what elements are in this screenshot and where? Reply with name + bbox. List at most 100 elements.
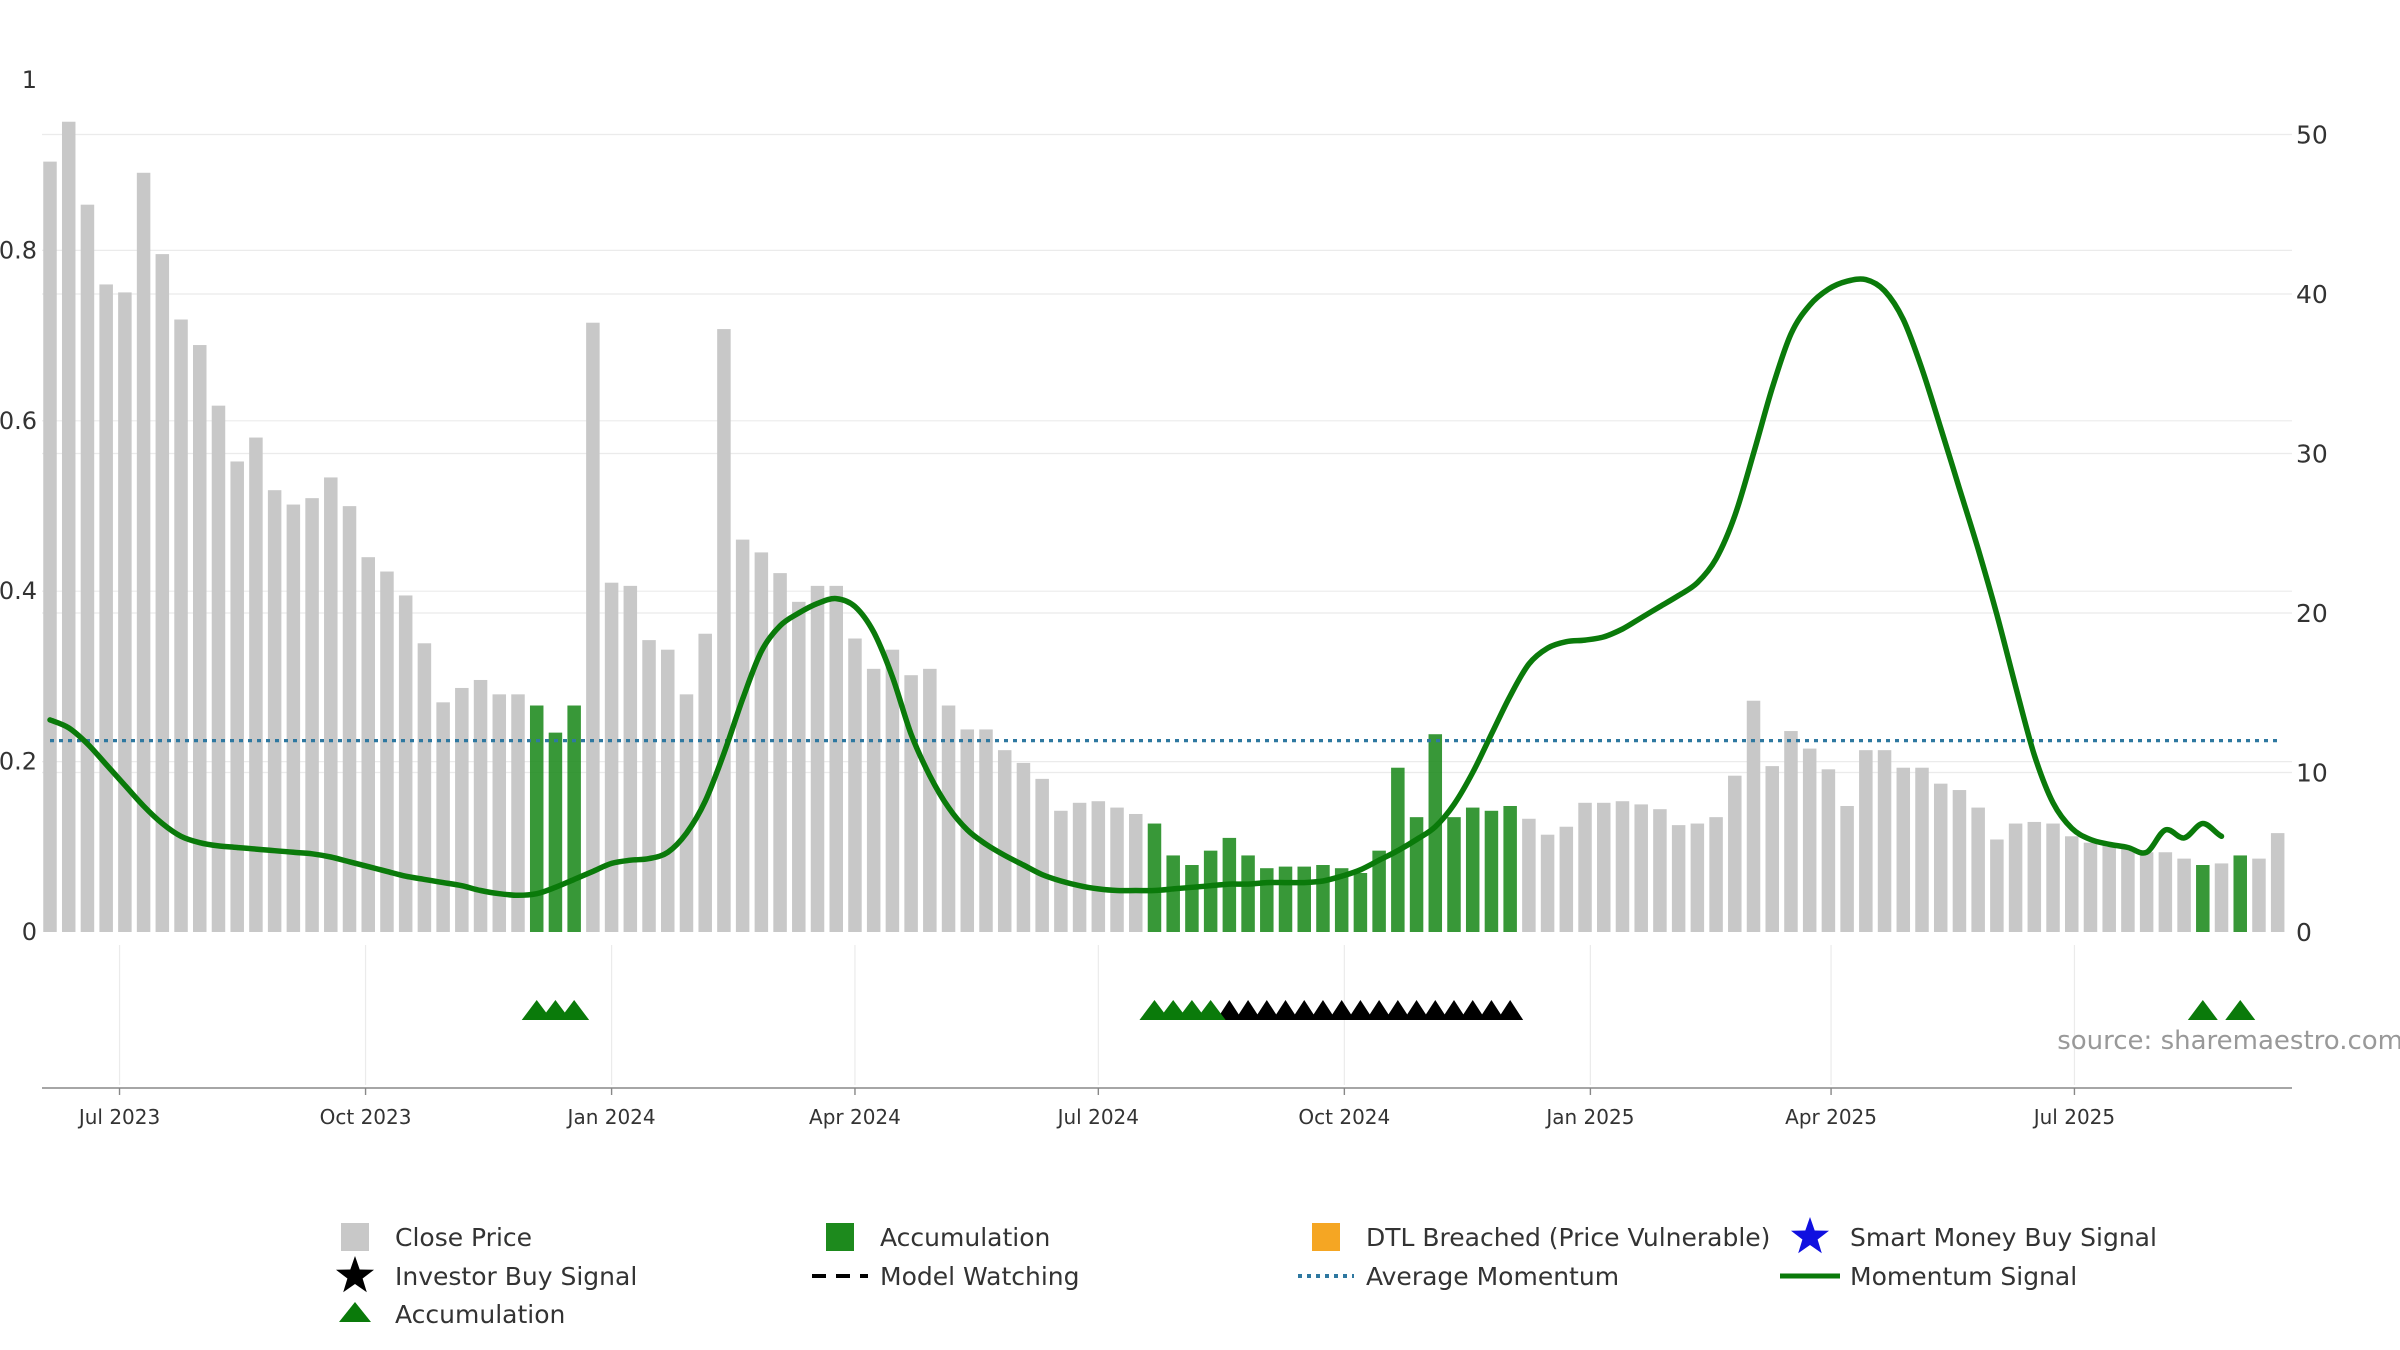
accumulation-bar: [1428, 734, 1443, 932]
close-price-bar: [324, 477, 338, 932]
close-price-bar: [1035, 778, 1049, 932]
close-price-bar: [1990, 839, 2004, 932]
legend-star-icon: [336, 1256, 374, 1293]
legend-label: Model Watching: [880, 1262, 1080, 1291]
legend-label: Momentum Signal: [1850, 1262, 2077, 1291]
investor-buy-marker: [1478, 1000, 1505, 1020]
close-price-bar: [473, 679, 488, 932]
accumulation-bar: [1372, 850, 1386, 932]
close-price-bar: [604, 582, 619, 932]
close-price-bar: [249, 437, 263, 932]
close-price-bar: [1877, 750, 1892, 932]
accumulation-bar: [1353, 872, 1368, 932]
close-price-bar: [1896, 767, 1911, 932]
close-price-bar: [1054, 810, 1068, 932]
close-price-bar: [773, 573, 787, 932]
accumulation-marker: [1195, 1000, 1226, 1020]
x-axis-tick-label: Apr 2024: [809, 1105, 901, 1129]
investor-buy-marker: [1403, 1000, 1430, 1020]
investor-buy-marker: [1384, 1000, 1411, 1020]
close-price-bar: [436, 702, 450, 932]
momentum-layer: [47, 276, 2225, 899]
close-price-bar: [941, 705, 956, 932]
source-label: source: sharemaestro.com: [2057, 1026, 2400, 1056]
close-price-bar: [1634, 804, 1648, 932]
close-price-bar: [885, 649, 900, 932]
close-price-bar: [2139, 852, 2154, 932]
legend-item: Accumulation: [826, 1223, 1050, 1252]
close-price-bar: [398, 595, 413, 932]
close-price-bar: [979, 729, 993, 932]
legend-label: Smart Money Buy Signal: [1850, 1223, 2157, 1252]
investor-buy-marker: [1328, 1000, 1355, 1020]
right-axis-tick-label: 30: [2296, 440, 2328, 469]
legend-item: DTL Breached (Price Vulnerable): [1312, 1223, 1770, 1252]
legend-item: Model Watching: [812, 1262, 1080, 1291]
right-axis-tick-label: 50: [2296, 121, 2328, 150]
close-price-bar: [1597, 802, 1611, 932]
investor-buy-marker: [1291, 1000, 1318, 1020]
close-price-bar: [717, 329, 731, 933]
accumulation-bar: [1465, 807, 1480, 932]
close-price-bar: [305, 498, 319, 932]
close-price-bar: [361, 557, 375, 932]
close-price-bar: [2214, 863, 2229, 932]
accumulation-bar: [1241, 855, 1255, 932]
close-price-bar: [2083, 842, 2098, 932]
right-axis-tick-label: 0: [2296, 918, 2312, 947]
legend-swatch-square: [826, 1223, 854, 1251]
close-price-bar: [2121, 847, 2135, 932]
accumulation-bar: [1484, 810, 1499, 932]
accumulation-bar: [1203, 850, 1218, 932]
close-price-bar: [155, 254, 170, 932]
close-price-bar: [1690, 823, 1705, 932]
close-price-bar: [1709, 817, 1723, 932]
close-price-bar: [1765, 766, 1779, 932]
close-price-bar: [1091, 801, 1106, 932]
close-price-bar: [1971, 807, 1985, 932]
investor-buy-marker: [1441, 1000, 1467, 1020]
legend-swatch-square: [341, 1223, 369, 1251]
close-price-bar: [1653, 809, 1667, 932]
close-price-bar: [61, 121, 76, 933]
accumulation-bar: [1260, 868, 1274, 932]
x-axis-tick-label: Apr 2025: [1785, 1105, 1877, 1129]
close-price-bar: [455, 687, 469, 932]
close-price-bar: [2065, 836, 2079, 932]
close-price-bar: [679, 694, 694, 932]
signal-markers: [521, 1000, 2256, 1020]
close-price-bar: [2046, 823, 2060, 932]
close-price-bar: [2177, 858, 2191, 932]
accumulation-bar: [1166, 855, 1180, 932]
investor-buy-marker: [1309, 1000, 1336, 1020]
right-axis-tick-label: 40: [2296, 280, 2328, 309]
accumulation-bar: [1185, 865, 1199, 932]
close-price-bar: [286, 504, 301, 932]
close-price-bar: [1110, 807, 1124, 932]
close-price-bar: [43, 161, 57, 933]
close-price-bar: [136, 172, 151, 932]
accumulation-marker: [559, 1000, 590, 1020]
close-price-bar: [866, 668, 881, 932]
close-price-bar: [1859, 750, 1873, 932]
investor-buy-marker: [1235, 1000, 1262, 1020]
investor-buy-marker: [1497, 1000, 1524, 1020]
close-price-bar: [99, 284, 113, 932]
close-price-bar: [1016, 762, 1031, 932]
accumulation-bar: [1297, 866, 1311, 932]
close-price-bar: [1821, 769, 1836, 932]
legend: Close Price Accumulation DTL Breached (Pri…: [336, 1217, 2157, 1329]
close-price-bar: [174, 319, 188, 932]
legend-triangle-icon: [339, 1302, 371, 1322]
close-price-bar: [661, 649, 675, 932]
close-price-bar: [2008, 823, 2023, 932]
accumulation-bar: [548, 732, 563, 932]
close-price-bar: [2027, 821, 2042, 932]
close-price-bar: [2158, 852, 2173, 932]
close-price-bar: [230, 461, 244, 932]
close-price-bar: [1559, 826, 1574, 932]
accumulation-bar: [1147, 823, 1162, 932]
accumulation-marker: [2187, 1000, 2218, 1020]
close-price-bar: [698, 633, 712, 932]
